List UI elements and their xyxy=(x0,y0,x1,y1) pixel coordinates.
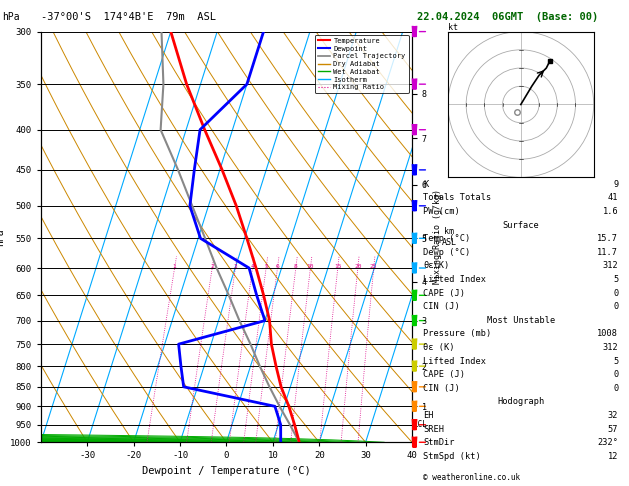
Text: CAPE (J): CAPE (J) xyxy=(423,289,465,297)
Text: 0: 0 xyxy=(613,302,618,311)
Text: 6: 6 xyxy=(276,264,279,269)
Text: 5: 5 xyxy=(264,264,268,269)
Text: 1.6: 1.6 xyxy=(603,207,618,216)
Text: 22.04.2024  06GMT  (Base: 00): 22.04.2024 06GMT (Base: 00) xyxy=(417,12,598,22)
Text: SREH: SREH xyxy=(423,425,444,434)
Text: 1: 1 xyxy=(172,264,176,269)
Text: Lifted Index: Lifted Index xyxy=(423,357,486,365)
Text: 0: 0 xyxy=(613,370,618,379)
Text: 5: 5 xyxy=(613,357,618,365)
Text: EH: EH xyxy=(423,411,434,420)
Text: θε (K): θε (K) xyxy=(423,343,455,352)
Text: 11.7: 11.7 xyxy=(598,248,618,257)
Text: 0: 0 xyxy=(613,289,618,297)
Text: CIN (J): CIN (J) xyxy=(423,384,460,393)
Text: θε(K): θε(K) xyxy=(423,261,450,270)
Text: 2: 2 xyxy=(210,264,214,269)
Text: hPa: hPa xyxy=(2,12,19,22)
Text: 15: 15 xyxy=(334,264,342,269)
Text: Temp (°C): Temp (°C) xyxy=(423,234,470,243)
Text: 312: 312 xyxy=(603,343,618,352)
X-axis label: Dewpoint / Temperature (°C): Dewpoint / Temperature (°C) xyxy=(142,466,311,476)
Y-axis label: km
ASL: km ASL xyxy=(442,227,457,246)
Text: 8: 8 xyxy=(294,264,298,269)
Text: 57: 57 xyxy=(608,425,618,434)
Text: StmDir: StmDir xyxy=(423,438,455,447)
Y-axis label: hPa: hPa xyxy=(0,228,5,246)
Text: LCL: LCL xyxy=(413,420,427,429)
Text: Surface: Surface xyxy=(503,221,539,229)
Text: 5: 5 xyxy=(613,275,618,284)
Text: 41: 41 xyxy=(608,193,618,202)
Text: Lifted Index: Lifted Index xyxy=(423,275,486,284)
Text: 1008: 1008 xyxy=(598,330,618,338)
Text: CAPE (J): CAPE (J) xyxy=(423,370,465,379)
Text: K: K xyxy=(423,180,428,189)
Text: 4: 4 xyxy=(250,264,254,269)
Text: Totals Totals: Totals Totals xyxy=(423,193,491,202)
Text: kt: kt xyxy=(448,22,458,32)
Text: 3: 3 xyxy=(233,264,237,269)
Text: StmSpd (kt): StmSpd (kt) xyxy=(423,452,481,461)
Text: 15.7: 15.7 xyxy=(598,234,618,243)
Text: 20: 20 xyxy=(354,264,362,269)
Text: 9: 9 xyxy=(613,180,618,189)
Text: 232°: 232° xyxy=(598,438,618,447)
Text: 0: 0 xyxy=(613,384,618,393)
Text: Dewp (°C): Dewp (°C) xyxy=(423,248,470,257)
Text: CIN (J): CIN (J) xyxy=(423,302,460,311)
Text: Hodograph: Hodograph xyxy=(497,398,545,406)
Text: PW (cm): PW (cm) xyxy=(423,207,460,216)
Text: 12: 12 xyxy=(608,452,618,461)
Text: Mixing Ratio (g/kg): Mixing Ratio (g/kg) xyxy=(433,190,442,284)
Text: 32: 32 xyxy=(608,411,618,420)
Text: 25: 25 xyxy=(370,264,377,269)
Text: Pressure (mb): Pressure (mb) xyxy=(423,330,491,338)
Legend: Temperature, Dewpoint, Parcel Trajectory, Dry Adiabat, Wet Adiabat, Isotherm, Mi: Temperature, Dewpoint, Parcel Trajectory… xyxy=(314,35,408,93)
Text: 10: 10 xyxy=(306,264,314,269)
Text: © weatheronline.co.uk: © weatheronline.co.uk xyxy=(423,473,520,482)
Text: Most Unstable: Most Unstable xyxy=(487,316,555,325)
Text: -37°00'S  174°4B'E  79m  ASL: -37°00'S 174°4B'E 79m ASL xyxy=(41,12,216,22)
Text: 312: 312 xyxy=(603,261,618,270)
